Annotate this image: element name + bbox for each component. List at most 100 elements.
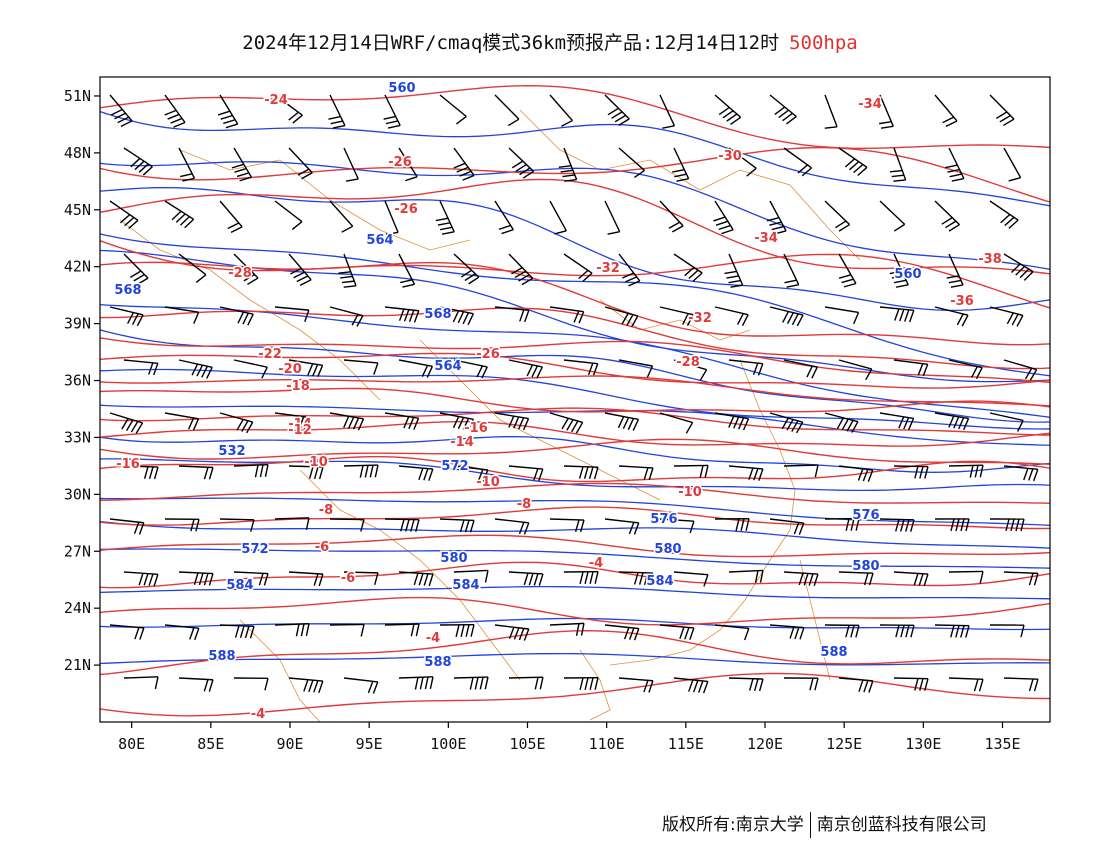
- wind-barb: [219, 624, 255, 639]
- wind-barb: [673, 677, 709, 694]
- temperature-contour-label: -4: [251, 707, 265, 722]
- wind-barb: [769, 518, 805, 535]
- temperature-contour-line: [100, 561, 1050, 589]
- wind-barb: [673, 571, 709, 587]
- lat-tick-label: 30N: [64, 485, 91, 503]
- wind-barb: [948, 464, 984, 478]
- wind-barb: [508, 571, 544, 586]
- temperature-contour-label: -4: [426, 631, 440, 646]
- wind-barb: [948, 677, 984, 692]
- temperature-contour-line: [100, 375, 1050, 407]
- temperature-contour-label: -6: [315, 540, 329, 555]
- lon-tick-label: 80E: [118, 735, 145, 753]
- wind-barb: [783, 677, 819, 691]
- wind-barb: [384, 518, 420, 532]
- wind-barb: [439, 623, 475, 637]
- wind-barb: [659, 624, 695, 640]
- wind-barb: [1003, 253, 1034, 281]
- wind-barb: [558, 147, 578, 182]
- wind-barb: [1003, 147, 1022, 182]
- height-contour-line: [100, 548, 1050, 569]
- lat-tick-label: 45N: [64, 201, 91, 219]
- lat-tick-label: 33N: [64, 428, 91, 446]
- temperature-contour-label: -10: [678, 485, 702, 500]
- temperature-contour-label: -28: [228, 266, 252, 281]
- wind-barb: [783, 253, 800, 288]
- height-contour-label: 580: [654, 542, 681, 557]
- wind-barb: [659, 94, 676, 129]
- height-contour-label: 584: [226, 578, 253, 593]
- wind-barb: [439, 518, 475, 533]
- lon-tick-label: 135E: [984, 735, 1020, 753]
- wind-barb: [549, 518, 585, 533]
- temperature-contour-label: -34: [754, 231, 778, 246]
- wind-barb: [109, 624, 145, 640]
- wind-barb: [383, 94, 401, 129]
- wind-barb: [714, 518, 750, 532]
- wind-barb: [673, 464, 709, 478]
- wind-barb: [713, 200, 734, 235]
- lat-tick-label: 36N: [64, 372, 91, 390]
- wind-barb: [274, 623, 310, 637]
- wind-barb: [233, 359, 268, 379]
- wind-barb: [989, 518, 1025, 532]
- wind-barb: [398, 147, 418, 182]
- lon-tick-label: 85E: [197, 735, 224, 753]
- wind-barb: [453, 676, 489, 690]
- wind-barb: [659, 518, 695, 534]
- temperature-contour-line: [100, 387, 1050, 413]
- wind-barb: [329, 200, 354, 233]
- wind-barb: [989, 94, 1015, 127]
- height-contour-line: [100, 617, 1050, 631]
- temperature-contour-label: -26: [388, 155, 412, 170]
- wind-barb: [989, 200, 1019, 229]
- temperature-contours: [100, 84, 1050, 717]
- wind-barb: [329, 306, 364, 327]
- wind-barb: [728, 147, 757, 177]
- lon-tick-label: 120E: [747, 735, 783, 753]
- height-contour-label: 580: [440, 551, 467, 566]
- wind-barb: [439, 306, 474, 326]
- wind-barb: [109, 412, 144, 434]
- wind-barb: [824, 94, 838, 129]
- company-text: 南京创蓝科技有限公司: [816, 815, 987, 835]
- height-contour-line: [100, 110, 1050, 207]
- lon-tick-label: 130E: [905, 735, 941, 753]
- temperature-contour-line: [100, 629, 1050, 676]
- wind-barb: [934, 306, 969, 327]
- temperature-contour-label: -30: [718, 149, 742, 164]
- wind-barb: [384, 200, 399, 235]
- wind-barb: [563, 571, 599, 585]
- temperature-contour-label: -22: [258, 347, 282, 362]
- contour-labels: 560 564 568 568 564 560 532 572 576 576 572 580 580 5…: [113, 80, 1003, 723]
- boundary-line: [239, 619, 321, 722]
- temperature-contour-label: -32: [688, 311, 712, 326]
- temperature-contour-label: -14: [450, 435, 474, 450]
- temperature-contour-line: [100, 506, 1050, 530]
- temperature-contour-label: -20: [278, 362, 302, 377]
- wind-barb: [672, 147, 690, 182]
- height-contour-line: [100, 585, 1050, 600]
- wind-barb: [1003, 571, 1039, 586]
- wind-barb: [164, 412, 200, 431]
- wind-barb: [563, 253, 593, 282]
- height-contour-label: 564: [366, 233, 393, 248]
- wind-barb: [989, 624, 1025, 638]
- temperature-contour-line: [100, 240, 1050, 309]
- wind-barb: [604, 200, 621, 235]
- wind-barb: [164, 518, 200, 532]
- wind-barb: [219, 412, 254, 434]
- wind-barb: [934, 518, 970, 532]
- wind-barb: [549, 306, 585, 324]
- height-contour-line: [100, 233, 1050, 377]
- wind-barb: [879, 518, 915, 532]
- wind-barb: [453, 569, 489, 583]
- wind-barb: [604, 306, 639, 328]
- temperature-contour-line: [100, 337, 1050, 384]
- height-contour-label: 560: [388, 81, 415, 96]
- wind-barb: [274, 94, 303, 124]
- lat-tick-label: 51N: [64, 87, 91, 105]
- footer-divider: [809, 812, 811, 838]
- temperature-contour-label: -36: [950, 294, 974, 309]
- wind-barb: [398, 253, 416, 288]
